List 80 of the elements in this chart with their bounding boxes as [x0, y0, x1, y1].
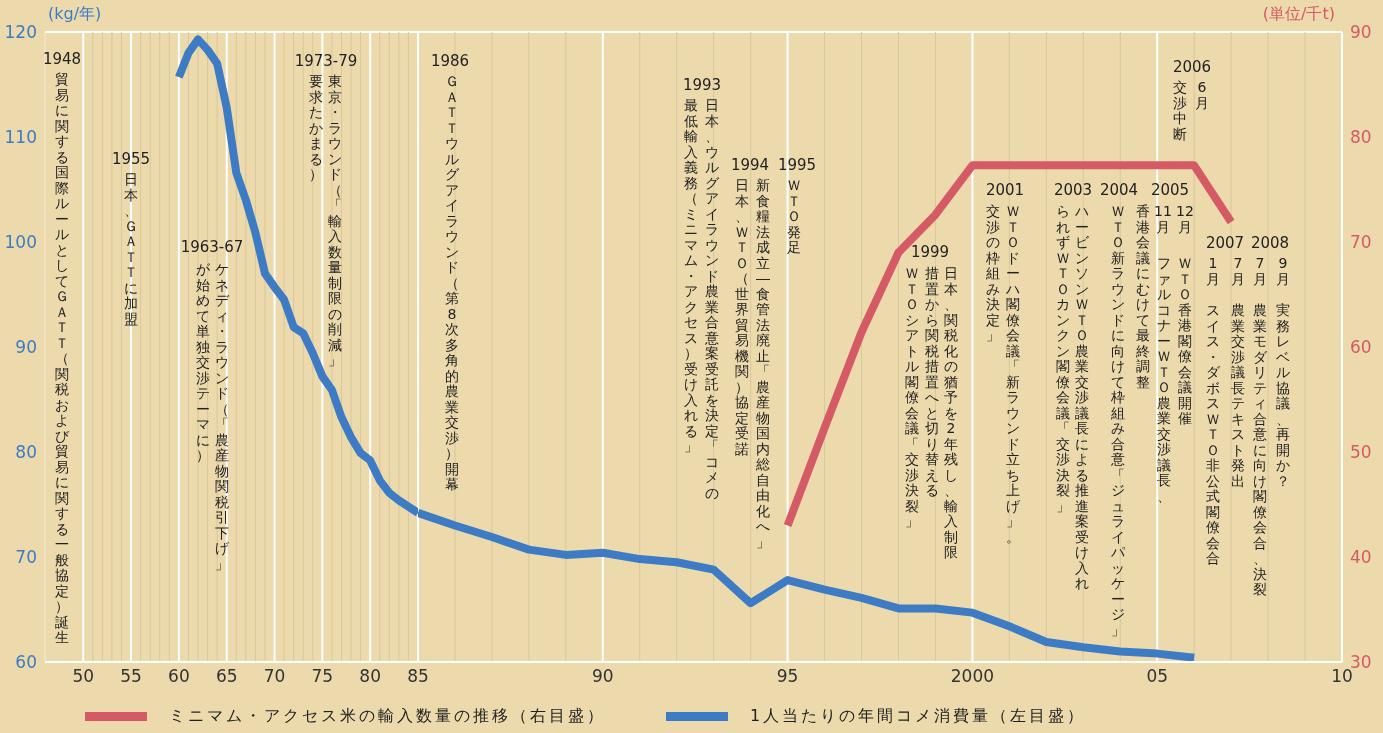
y2-tick-label: 70 — [1350, 232, 1372, 253]
annotation: 1994 — [730, 156, 770, 174]
annotation: 1948 — [42, 50, 82, 68]
annotation: 11月 — [1153, 203, 1173, 235]
text: ＷＴＯ香港閣僚会議開催 — [1178, 255, 1192, 426]
y2-tick-label: 80 — [1350, 127, 1372, 148]
x-tick-label: 2000 — [950, 666, 995, 687]
annotation: 2004 — [1099, 181, 1139, 199]
y-tick-label: 90 — [15, 337, 37, 358]
annotation: 12月 — [1175, 203, 1195, 235]
y2-tick-label: 50 — [1350, 442, 1372, 463]
x-tick-label: 05 — [1146, 666, 1169, 687]
y-tick-label: 60 — [15, 652, 37, 673]
annotation: 6月 — [1194, 79, 1210, 111]
annotation: ＷＴＯ発足 — [786, 177, 802, 256]
annotation: 1963-67 — [180, 238, 244, 256]
annotation: 1973-79 — [294, 52, 358, 70]
text: 交渉の枠組み決定」 — [986, 203, 1000, 343]
text: が始めて単独交渉テーマに） — [196, 261, 210, 463]
x-tick-label: 75 — [311, 666, 334, 687]
annotation: 2008 — [1250, 234, 1290, 252]
legend-label: 1人当たりの年間コメ消費量（左目盛） — [750, 706, 1087, 727]
x-tick-label: 70 — [263, 666, 286, 687]
y-axis-title: (kg/年) — [48, 4, 102, 24]
text: 貿易に関する国際ルールとしてＧＡＴＴ（関税および貿易に関する一般協定）誕生 — [55, 71, 69, 645]
text: 香港会議にむけて最終調整 — [1136, 203, 1150, 390]
x-tick-label: 60 — [168, 666, 190, 687]
annotation: 7月 — [1230, 255, 1246, 287]
x-tick-label: 50 — [72, 666, 95, 687]
x-tick-label: 80 — [359, 666, 381, 687]
text: 実務レベル協議、再開か？ — [1276, 302, 1290, 489]
legend-label: ミニマム・アクセス米の輸入数量の推移（右目盛） — [169, 706, 606, 727]
annotation: 2003 — [1053, 181, 1093, 199]
y2-tick-label: 60 — [1350, 337, 1372, 358]
text: 最低輸入義務（ミニマム・アクセス）受け入れる」 — [684, 97, 698, 454]
text: 日本、ウルグアイラウンド農業合意案受託を決定「コメの — [705, 97, 719, 501]
text: ＷＴＯ新ラウンドに向けて枠組み合意「ジュライパッケージ」 — [1111, 203, 1125, 638]
annotation: 2007 — [1205, 234, 1245, 252]
annotation: 1995 — [777, 156, 817, 174]
annotation: 2005 — [1150, 181, 1190, 199]
y-tick-label: 120 — [4, 22, 37, 43]
text: 措置から関税措置へと切り替える — [925, 265, 939, 498]
y-tick-label: 80 — [15, 442, 37, 463]
y-tick-label: 70 — [15, 547, 37, 568]
x-tick-label: 85 — [407, 666, 429, 687]
annotation: 1999 — [910, 243, 950, 261]
annotation: 7月 — [1252, 255, 1268, 287]
text: 日本、関税化の猶予を2年残し、輸入制限 — [944, 265, 958, 560]
text: 農業交渉議長テキスト発出 — [1231, 302, 1245, 489]
text: スイス・ダボスＷＴＯ非公式閣僚会合 — [1206, 302, 1220, 566]
text: 日本、ＧＡＴＴに加盟 — [124, 171, 138, 327]
x-tick-label: 55 — [120, 666, 142, 687]
x-tick-label: 95 — [776, 666, 799, 687]
text: ハービンソンＷＴＯ農業交渉議長による推進案受け入れ — [1075, 203, 1089, 591]
y-tick-label: 100 — [4, 232, 37, 253]
text: ＷＴＯドーハ閣僚会議「新ラウンド立ち上げ」。 — [1006, 203, 1020, 545]
text: ファルコナーＷＴＯ農業交渉議長、 — [1157, 255, 1171, 504]
y2-tick-label: 40 — [1350, 547, 1372, 568]
y2-tick-label: 90 — [1350, 22, 1372, 43]
text: ＷＴＯシアトル閣僚会議「交渉決裂」 — [905, 265, 919, 529]
annotation: 2001 — [985, 181, 1025, 199]
text: ＧＡＴＴウルグアイラウンド（第8次多角的農業交渉）開幕 — [445, 73, 459, 492]
annotation: 要求たかまる） — [308, 73, 324, 183]
annotation: 1986 — [430, 52, 470, 70]
annotation: 1993 — [682, 76, 722, 94]
y-tick-label: 110 — [4, 127, 37, 148]
annotation: 9月 — [1275, 255, 1291, 287]
x-tick-label: 90 — [591, 666, 614, 687]
text: られずＷＴＯカンクン閣僚会議「交渉決裂」 — [1056, 203, 1070, 514]
annotation: 交渉中断 — [1172, 79, 1188, 142]
y2-axis-title: (単位/千t) — [1262, 4, 1335, 24]
text: 東京・ラウンド（「輸入数量制限の削減」 — [328, 73, 342, 368]
text: ケネディ・ラウンド（「農産物関税引下げ」 — [215, 261, 229, 572]
text: 日本、ＷＴＯ（世界貿易機関）協定受諾 — [735, 177, 749, 457]
annotation: 2006 — [1172, 58, 1212, 76]
annotation: 1955 — [111, 150, 151, 168]
text: 新食糧法成立―食管法廃止「農産物国内総自由化へ」 — [756, 177, 770, 550]
x-tick-label: 65 — [215, 666, 238, 687]
text: 農業モダリティ合意に向け閣僚会合、決裂 — [1253, 302, 1267, 597]
annotation: 1月 — [1205, 255, 1221, 287]
